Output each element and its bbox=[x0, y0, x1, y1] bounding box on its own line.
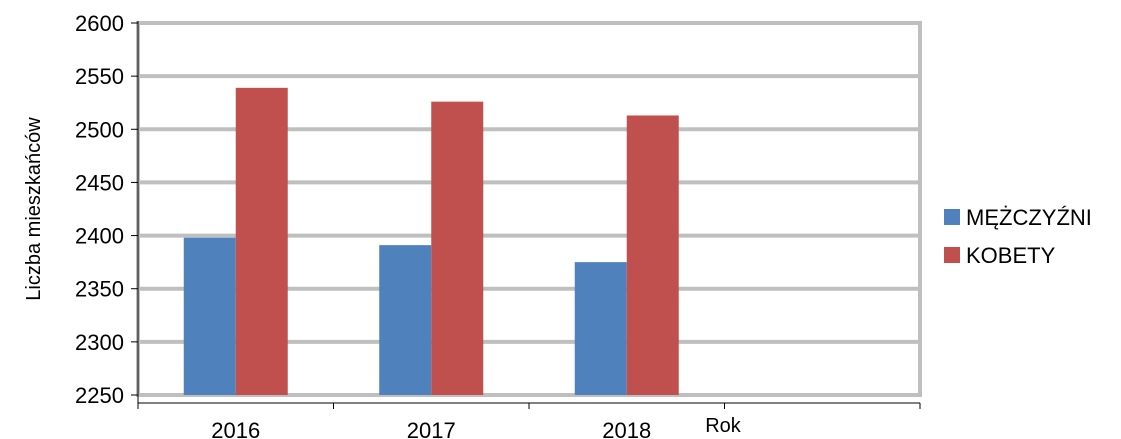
y-tick-labels: 2250 2300 2350 2400 2450 2500 2550 2600 bbox=[75, 11, 124, 408]
x-tick-label: 2016 bbox=[211, 418, 260, 439]
y-tick-label: 2600 bbox=[75, 11, 124, 36]
legend-swatch bbox=[944, 209, 960, 225]
y-tick-label: 2350 bbox=[75, 277, 124, 302]
bar-series1-2018 bbox=[574, 262, 627, 395]
x-tick-labels: 2016 2017 2018 bbox=[211, 418, 651, 439]
bar-series2-2017 bbox=[431, 101, 484, 395]
y-tick-label: 2500 bbox=[75, 117, 124, 142]
axes bbox=[131, 21, 921, 409]
x-axis-title: Rok bbox=[705, 415, 742, 437]
y-tick-label: 2400 bbox=[75, 224, 124, 249]
legend-label: MĘŻCZYŹNI bbox=[966, 205, 1092, 230]
y-tick-label: 2450 bbox=[75, 170, 124, 195]
bar-series2-2018 bbox=[626, 115, 679, 396]
legend-swatch bbox=[944, 247, 960, 263]
bar-series2-2016 bbox=[235, 87, 288, 395]
legend-label: KOBETY bbox=[966, 243, 1056, 268]
y-axis-title: Liczba mieszkańców bbox=[23, 117, 45, 301]
bar-series1-2016 bbox=[183, 237, 236, 395]
x-tick-label: 2018 bbox=[602, 418, 651, 439]
y-tick-label: 2300 bbox=[75, 330, 124, 355]
bars bbox=[183, 87, 679, 396]
legend: MĘŻCZYŹNI KOBETY bbox=[944, 205, 1092, 268]
y-tick-label: 2250 bbox=[75, 383, 124, 408]
x-tick-label: 2017 bbox=[407, 418, 456, 439]
bar-series1-2017 bbox=[379, 245, 432, 395]
y-tick-label: 2550 bbox=[75, 64, 124, 89]
